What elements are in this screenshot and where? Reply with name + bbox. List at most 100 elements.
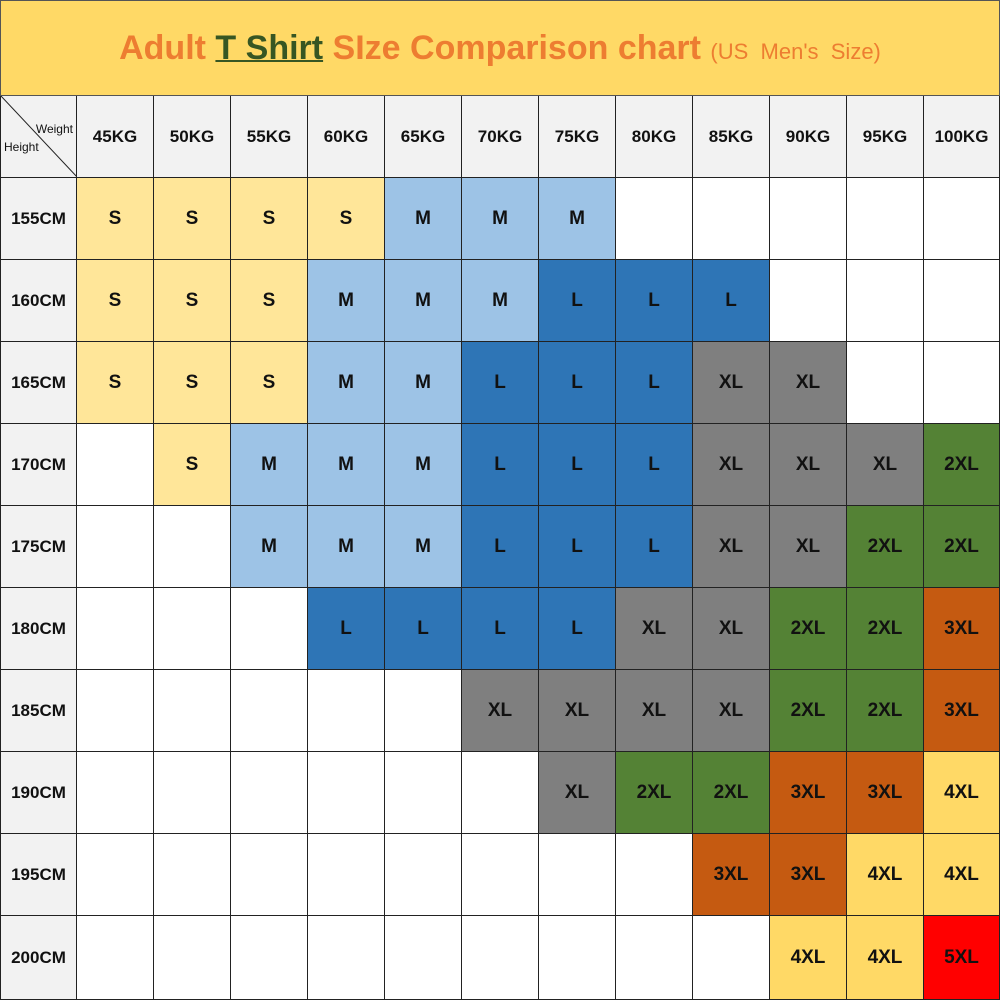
size-cell: M [462, 260, 539, 342]
size-cell [539, 834, 616, 916]
size-cell [77, 752, 154, 834]
column-header: 100KG [924, 96, 1000, 178]
size-cell [616, 916, 693, 1000]
size-cell: XL [693, 670, 770, 752]
size-cell: 2XL [847, 588, 924, 670]
size-cell: 2XL [847, 670, 924, 752]
size-cell: M [231, 506, 308, 588]
size-cell: L [308, 588, 385, 670]
size-cell: 3XL [770, 752, 847, 834]
size-cell [693, 178, 770, 260]
size-cell [462, 752, 539, 834]
size-cell: L [616, 260, 693, 342]
size-cell: S [231, 178, 308, 260]
size-cell [385, 916, 462, 1000]
size-cell [77, 834, 154, 916]
size-cell [462, 834, 539, 916]
size-cell [77, 506, 154, 588]
size-cell: XL [693, 588, 770, 670]
row-header: 160CM [0, 260, 77, 342]
size-cell: 3XL [924, 588, 1000, 670]
size-cell: L [616, 342, 693, 424]
title-subtitle: (US Men's Size) [710, 38, 881, 64]
corner-header: Weight Height [0, 96, 78, 178]
size-cell: XL [539, 670, 616, 752]
size-cell [154, 834, 231, 916]
size-cell: M [308, 260, 385, 342]
size-cell: XL [693, 424, 770, 506]
size-cell: 4XL [924, 834, 1000, 916]
size-cell: M [308, 342, 385, 424]
title-part1: Adult [119, 28, 216, 67]
size-cell: XL [847, 424, 924, 506]
size-cell: S [154, 260, 231, 342]
title-highlight: T Shirt [215, 28, 324, 67]
size-cell: L [539, 342, 616, 424]
size-cell [231, 670, 308, 752]
size-cell: 5XL [924, 916, 1000, 1000]
size-cell: S [308, 178, 385, 260]
size-cell: 3XL [693, 834, 770, 916]
size-cell [77, 588, 154, 670]
size-cell: M [385, 506, 462, 588]
size-cell: S [77, 342, 154, 424]
size-cell [231, 588, 308, 670]
size-cell: 4XL [770, 916, 847, 1000]
size-cell [77, 424, 154, 506]
size-cell: S [154, 342, 231, 424]
size-cell: M [385, 424, 462, 506]
size-cell: S [231, 342, 308, 424]
size-cell: XL [616, 670, 693, 752]
size-cell [924, 260, 1000, 342]
size-cell: XL [693, 342, 770, 424]
size-cell [462, 916, 539, 1000]
size-cell: S [154, 178, 231, 260]
size-cell: M [385, 342, 462, 424]
size-cell [154, 916, 231, 1000]
column-header: 45KG [77, 96, 154, 178]
size-cell: L [462, 506, 539, 588]
size-cell [770, 260, 847, 342]
size-cell: 3XL [847, 752, 924, 834]
size-cell [154, 506, 231, 588]
row-header: 195CM [0, 834, 77, 916]
size-cell: XL [770, 506, 847, 588]
size-cell: S [154, 424, 231, 506]
size-cell [308, 916, 385, 1000]
size-cell [231, 834, 308, 916]
size-cell [693, 916, 770, 1000]
size-cell: 3XL [924, 670, 1000, 752]
row-header: 200CM [0, 916, 77, 1000]
size-cell: L [539, 260, 616, 342]
size-cell: M [308, 424, 385, 506]
size-cell: M [385, 260, 462, 342]
size-cell: 2XL [847, 506, 924, 588]
size-cell [847, 260, 924, 342]
size-cell: XL [693, 506, 770, 588]
size-cell: 3XL [770, 834, 847, 916]
size-cell [539, 916, 616, 1000]
size-cell: XL [462, 670, 539, 752]
size-cell [308, 670, 385, 752]
size-cell: S [231, 260, 308, 342]
size-cell: M [231, 424, 308, 506]
row-header: 170CM [0, 424, 77, 506]
size-cell: L [539, 588, 616, 670]
size-cell: 2XL [924, 506, 1000, 588]
size-cell: M [462, 178, 539, 260]
size-cell: L [539, 424, 616, 506]
size-cell: L [693, 260, 770, 342]
size-cell [154, 670, 231, 752]
size-cell: 2XL [693, 752, 770, 834]
column-header: 75KG [539, 96, 616, 178]
size-cell: XL [539, 752, 616, 834]
size-cell [385, 834, 462, 916]
size-cell [616, 834, 693, 916]
size-cell: XL [616, 588, 693, 670]
size-cell: 4XL [924, 752, 1000, 834]
size-cell: L [616, 506, 693, 588]
size-cell [770, 178, 847, 260]
size-cell: 2XL [770, 670, 847, 752]
row-header: 175CM [0, 506, 77, 588]
size-cell: 2XL [924, 424, 1000, 506]
